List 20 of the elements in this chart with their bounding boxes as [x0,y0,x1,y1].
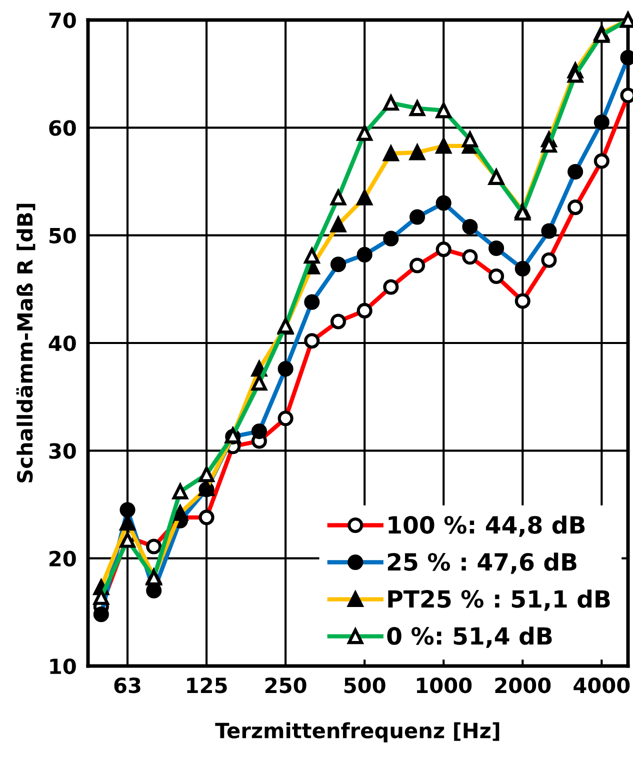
y-tick-label: 20 [50,550,76,567]
y-tick-label: 50 [50,228,76,244]
legend-label: 0 %: 51,4 dB [387,626,552,648]
x-tick-label: 125 [187,677,227,694]
x-tick-label: 500 [344,677,386,694]
legend-label: PT25 % : 51,1 dB [388,590,610,611]
y-tick-label: 10 [50,658,76,674]
legend-label: 25 % : 47,6 dB [388,552,576,574]
y-axis-title: Schalldämm-Maß R [dB] [16,204,36,482]
y-tick-label: 70 [49,12,76,28]
x-tick-label: 63 [114,677,140,694]
y-tick-label: 60 [49,120,76,136]
legend-label: 100 %: 44,8 dB [388,516,585,537]
x-tick-label: 250 [265,677,306,694]
x-tick-label: 2000 [495,677,551,694]
x-axis-title: Terzmittenfrequenz [Hz] [215,722,500,742]
x-tick-label: 1000 [416,677,472,694]
y-tick-label: 40 [48,335,76,352]
y-tick-label: 30 [49,443,76,459]
x-tick-label: 4000 [574,677,630,694]
